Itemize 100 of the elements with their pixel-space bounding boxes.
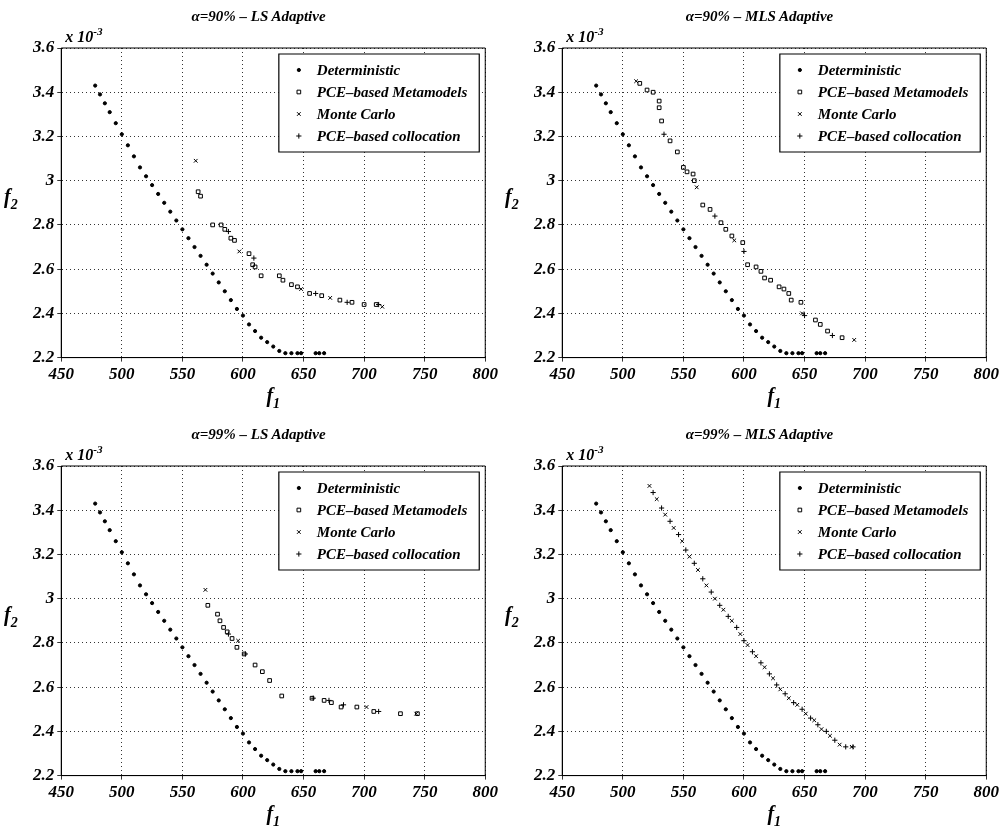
point	[773, 681, 780, 689]
legend-label: PCE–based collocation	[316, 127, 461, 144]
point	[762, 275, 767, 281]
point	[776, 284, 782, 290]
point	[829, 332, 836, 339]
point	[349, 299, 355, 305]
legend-label: PCE–based collocation	[817, 127, 962, 144]
y-tick-label: 2.8	[32, 214, 55, 234]
x-tick-label: 800	[472, 782, 499, 802]
point	[823, 728, 830, 735]
x-tick-label: 700	[351, 782, 378, 802]
point	[731, 238, 737, 243]
point	[312, 290, 319, 297]
y-tick-label: 3.4	[533, 499, 556, 519]
x-tick-label: 450	[47, 782, 75, 802]
legend-label: PCE–based Metamodels	[316, 83, 468, 100]
x-tick-label: 750	[912, 782, 939, 802]
legend-label: PCE–based Metamodels	[817, 501, 969, 518]
chart-title: α=99% – LS Adaptive	[191, 425, 326, 442]
x-tick-label: 750	[411, 782, 438, 802]
y-tick-label: 2.8	[533, 214, 556, 234]
point	[276, 273, 282, 279]
point	[660, 131, 668, 138]
point	[398, 711, 403, 717]
y-tick-label: 2.4	[533, 720, 556, 740]
point	[361, 302, 367, 307]
point	[375, 708, 382, 715]
point	[788, 297, 794, 303]
x-tick-label: 750	[912, 364, 939, 384]
point	[337, 297, 343, 303]
y-tick-label: 3.6	[32, 455, 55, 475]
point	[246, 251, 252, 256]
point	[723, 227, 729, 232]
point	[656, 98, 662, 104]
x-tick-label: 700	[852, 782, 879, 802]
point	[371, 709, 377, 714]
x-tick-label: 500	[610, 782, 637, 802]
legend-label: Monte Carlo	[315, 523, 396, 540]
y-tick-label: 3	[44, 588, 55, 608]
y-tick-label: 2.2	[533, 764, 556, 784]
y-tick-label: 2.8	[533, 632, 556, 652]
point	[831, 737, 838, 744]
point	[295, 284, 300, 290]
x-tick-label: 550	[670, 782, 697, 802]
point	[215, 611, 220, 617]
point	[700, 202, 706, 208]
y-tick-label: 3.6	[32, 37, 55, 57]
point	[718, 220, 724, 226]
x-tick-label: 500	[610, 364, 637, 384]
x-tick-label: 600	[731, 364, 758, 384]
x-tick-label: 750	[411, 364, 438, 384]
x-tick-label: 450	[548, 364, 576, 384]
x-tick-label: 700	[351, 364, 378, 384]
point	[725, 613, 732, 620]
y-tick-label: 3	[545, 588, 556, 608]
point	[279, 693, 285, 699]
chart-title: α=90% – MLS Adaptive	[685, 7, 834, 24]
y-tick-label: 2.4	[32, 720, 55, 740]
legend-label: PCE–based collocation	[316, 545, 461, 562]
point	[757, 659, 765, 666]
legend-label: Monte Carlo	[816, 523, 897, 540]
point	[758, 269, 764, 274]
y-tick-label: 2.6	[32, 676, 55, 696]
x-tick-label: 650	[290, 782, 317, 802]
y-tick-label: 2.6	[533, 676, 556, 696]
y-tick-label: 3.2	[533, 543, 556, 563]
x-tick-label: 600	[230, 782, 257, 802]
legend-label: PCE–based Metamodels	[817, 83, 969, 100]
y-tick-label: 3.4	[32, 499, 55, 519]
point	[222, 227, 228, 232]
y-tick-label: 2.2	[32, 764, 55, 784]
y-tick-label: 3.4	[32, 81, 55, 101]
point	[711, 212, 718, 220]
legend-label: PCE–based Metamodels	[316, 501, 468, 518]
legend-label: PCE–based collocation	[817, 545, 962, 562]
y-tick-label: 2.8	[32, 632, 55, 652]
point	[839, 335, 845, 341]
point	[811, 717, 817, 723]
x-tick-label: 550	[169, 782, 196, 802]
point	[193, 158, 199, 164]
point	[234, 645, 240, 650]
x-tick-label: 450	[47, 364, 75, 384]
legend-label: Deterministic	[816, 479, 902, 496]
point	[681, 165, 686, 170]
y-tick-label: 3.2	[32, 543, 55, 563]
point	[637, 81, 643, 86]
point	[790, 699, 797, 706]
point	[817, 322, 823, 327]
point	[218, 222, 224, 228]
point	[250, 262, 255, 268]
point	[252, 264, 258, 270]
point	[650, 89, 656, 95]
point	[768, 277, 773, 283]
point	[753, 264, 759, 270]
point	[781, 286, 787, 292]
y-tick-label: 3	[545, 170, 556, 190]
legend-label: Deterministic	[315, 479, 401, 496]
point	[321, 698, 327, 703]
x-tick-label: 650	[791, 364, 818, 384]
point	[198, 193, 203, 199]
